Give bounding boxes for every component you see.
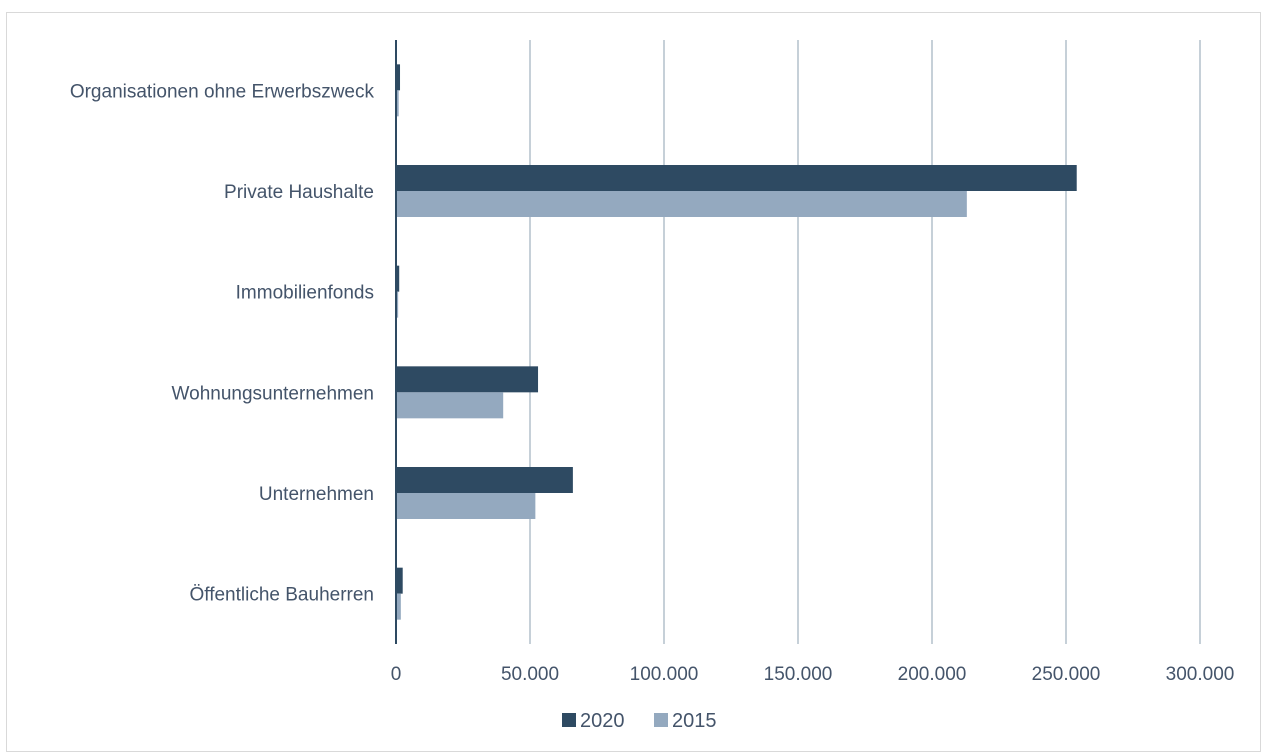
x-tick-label: 0 (391, 664, 402, 685)
bar-2015 (396, 291, 399, 318)
legend-label: 2020 (580, 710, 625, 732)
category-label: Immobilienfonds (236, 283, 374, 304)
bar-2020 (396, 467, 573, 493)
x-tick-label: 200.000 (898, 664, 967, 685)
category-label: Organisationen ohne Erwerbszweck (70, 81, 375, 102)
labels: Organisationen ohne Erwerbszweck Private … (70, 81, 1235, 685)
legend-swatch-2015 (654, 713, 668, 727)
x-tick-label: 300.000 (1166, 664, 1235, 685)
bar-2020 (396, 366, 539, 393)
bar-2015 (396, 593, 401, 620)
bar-2015 (396, 191, 967, 217)
x-tick-label: 250.000 (1032, 664, 1101, 685)
category-label: Wohnungsunternehmen (172, 383, 374, 404)
legend-swatch-2020 (562, 713, 576, 727)
legend: 2020 2015 (562, 710, 717, 732)
bar-2015 (396, 90, 399, 117)
category-label: Unternehmen (259, 484, 374, 505)
bar-2015 (396, 493, 536, 519)
x-tick-label: 50.000 (501, 664, 559, 685)
bar-2015 (396, 392, 504, 419)
category-label: Private Haushalte (224, 182, 374, 203)
x-tick-label: 150.000 (764, 664, 833, 685)
bar-2020 (396, 64, 401, 91)
chart-frame (6, 12, 1261, 752)
bar-2020 (396, 165, 1077, 191)
bar-2020 (396, 265, 400, 292)
bar-2020 (396, 567, 403, 594)
x-tick-label: 100.000 (630, 664, 699, 685)
gridlines (529, 40, 1201, 644)
legend-label: 2015 (672, 710, 717, 732)
category-label: Öffentliche Bauherren (190, 585, 375, 606)
bars (396, 64, 1077, 620)
